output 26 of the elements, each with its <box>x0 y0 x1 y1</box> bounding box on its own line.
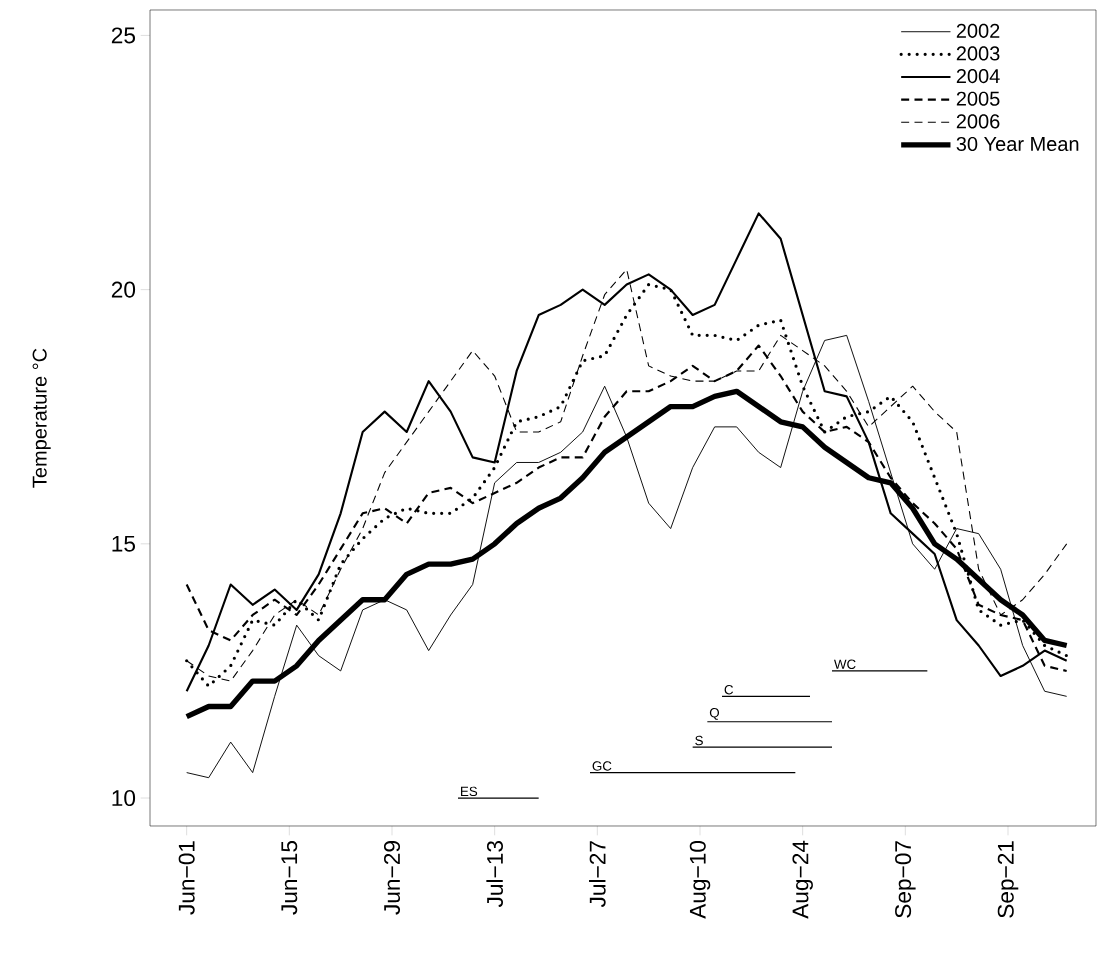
x-tick-label: Aug−24 <box>792 840 813 919</box>
y-tick-label: 15 <box>112 535 135 552</box>
legend-label: 2006 <box>956 114 1000 129</box>
series-label: WC <box>834 659 856 669</box>
legend-label: 2004 <box>956 69 1000 84</box>
legend-label: 2003 <box>956 46 1000 61</box>
y-tick-label: 25 <box>111 27 135 44</box>
x-tick-label: Jun−29 <box>383 841 401 915</box>
x-tick-label: Jun−15 <box>281 841 298 915</box>
series-label: S <box>695 735 703 746</box>
y-axis-title: Temperature °C <box>32 348 51 488</box>
x-tick-label: Sep−21 <box>997 841 1019 918</box>
x-tick-label: Jul−27 <box>589 841 606 908</box>
series-label: Q <box>709 708 720 720</box>
x-tick-label: Jun−01 <box>178 841 195 915</box>
legend-label: 30 Year Mean <box>956 136 1079 152</box>
series-label: ES <box>461 786 478 797</box>
x-tick-label: Sep−07 <box>895 841 916 918</box>
x-tick-label: Jul−13 <box>486 841 503 908</box>
y-tick-label: 20 <box>111 281 136 298</box>
series-label: GC <box>592 761 612 771</box>
series-label: C <box>724 684 734 695</box>
x-tick-label: Aug−10 <box>689 840 711 919</box>
legend-label: 2005 <box>956 91 1000 106</box>
y-tick-label: 10 <box>112 790 136 807</box>
legend-label: 2002 <box>956 23 1000 38</box>
